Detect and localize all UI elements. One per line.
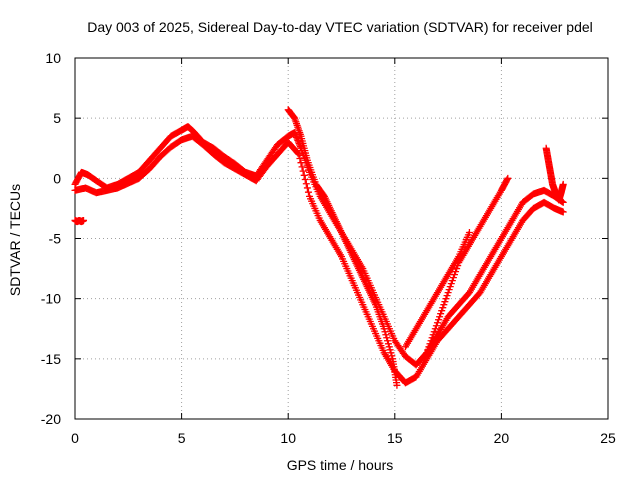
data-points xyxy=(71,106,567,389)
data-point xyxy=(447,280,455,288)
data-point xyxy=(296,154,304,162)
y-tick-label: -20 xyxy=(41,411,61,427)
chart-title: Day 003 of 2025, Sidereal Day-to-day VTE… xyxy=(87,19,593,35)
data-point xyxy=(425,343,433,351)
y-tick-label: -10 xyxy=(41,291,61,307)
x-tick-label: 25 xyxy=(600,430,616,446)
data-point xyxy=(559,198,567,206)
data-point xyxy=(433,319,441,327)
data-point xyxy=(426,340,434,348)
data-point xyxy=(430,328,438,336)
y-tick-label: -15 xyxy=(41,351,61,367)
data-point xyxy=(454,262,462,270)
data-point xyxy=(439,304,447,312)
data-point xyxy=(432,322,440,330)
data-point xyxy=(381,328,389,336)
data-point xyxy=(446,283,454,291)
data-point xyxy=(294,149,302,157)
data-point xyxy=(295,150,303,158)
data-point xyxy=(441,298,449,306)
y-tick-label: 10 xyxy=(45,50,61,66)
data-point xyxy=(303,184,311,192)
data-point xyxy=(388,352,396,360)
data-point xyxy=(445,286,453,294)
data-point xyxy=(428,334,436,342)
x-axis-label: GPS time / hours xyxy=(287,457,394,473)
y-axis-label: SDTVAR / TECUs xyxy=(7,184,23,296)
data-point xyxy=(453,265,461,273)
data-point xyxy=(301,176,309,184)
series-track-2 xyxy=(71,132,567,387)
data-point xyxy=(298,163,306,171)
data-point xyxy=(559,180,567,188)
data-point xyxy=(443,292,451,300)
data-point xyxy=(423,349,431,357)
data-point xyxy=(437,310,445,318)
x-tick-label: 15 xyxy=(387,430,403,446)
data-point xyxy=(444,289,452,297)
x-tick-label: 10 xyxy=(280,430,296,446)
series-track-4 xyxy=(401,228,473,351)
y-tick-label: 5 xyxy=(53,110,61,126)
series-track-5 xyxy=(423,174,512,357)
data-point xyxy=(435,316,443,324)
data-point xyxy=(80,216,88,224)
data-point xyxy=(384,337,392,345)
data-point xyxy=(302,180,310,188)
data-point xyxy=(382,331,390,339)
data-point xyxy=(436,313,444,321)
data-point xyxy=(452,268,460,276)
data-point xyxy=(387,349,395,357)
data-point xyxy=(300,171,308,179)
data-point xyxy=(429,331,437,339)
y-tick-label: -5 xyxy=(49,231,62,247)
data-point xyxy=(438,307,446,315)
data-point xyxy=(448,277,456,285)
data-point xyxy=(384,340,392,348)
data-point xyxy=(393,381,401,389)
data-point xyxy=(297,159,305,167)
data-point xyxy=(450,271,458,279)
grid xyxy=(75,58,608,419)
data-point xyxy=(385,343,393,351)
data-point xyxy=(386,346,394,354)
data-point xyxy=(504,174,512,182)
data-point xyxy=(431,325,439,333)
x-tick-label: 0 xyxy=(71,430,79,446)
series-track-1 xyxy=(71,123,567,369)
data-point xyxy=(299,167,307,175)
series-isolated-segment xyxy=(71,216,88,226)
data-point xyxy=(380,325,388,333)
data-point xyxy=(427,337,435,345)
y-tick-label: 0 xyxy=(53,170,61,186)
series-track-3 xyxy=(284,106,401,389)
data-point xyxy=(465,228,473,236)
data-point xyxy=(383,334,391,342)
data-point xyxy=(442,295,450,303)
series-track-6 xyxy=(542,144,567,204)
data-point xyxy=(559,208,567,216)
data-point xyxy=(304,188,312,196)
data-point xyxy=(449,274,457,282)
x-tick-label: 5 xyxy=(178,430,186,446)
axis-ticks: 0 5 10 15 20 25 -20 -15 -10 -5 0 5 10 xyxy=(41,50,616,446)
data-point xyxy=(424,346,432,354)
x-tick-label: 20 xyxy=(494,430,510,446)
data-point xyxy=(440,301,448,309)
